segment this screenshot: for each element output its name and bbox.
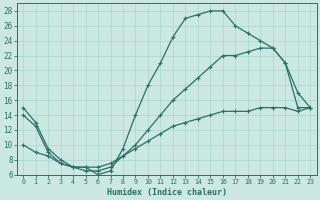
X-axis label: Humidex (Indice chaleur): Humidex (Indice chaleur)	[107, 188, 227, 197]
